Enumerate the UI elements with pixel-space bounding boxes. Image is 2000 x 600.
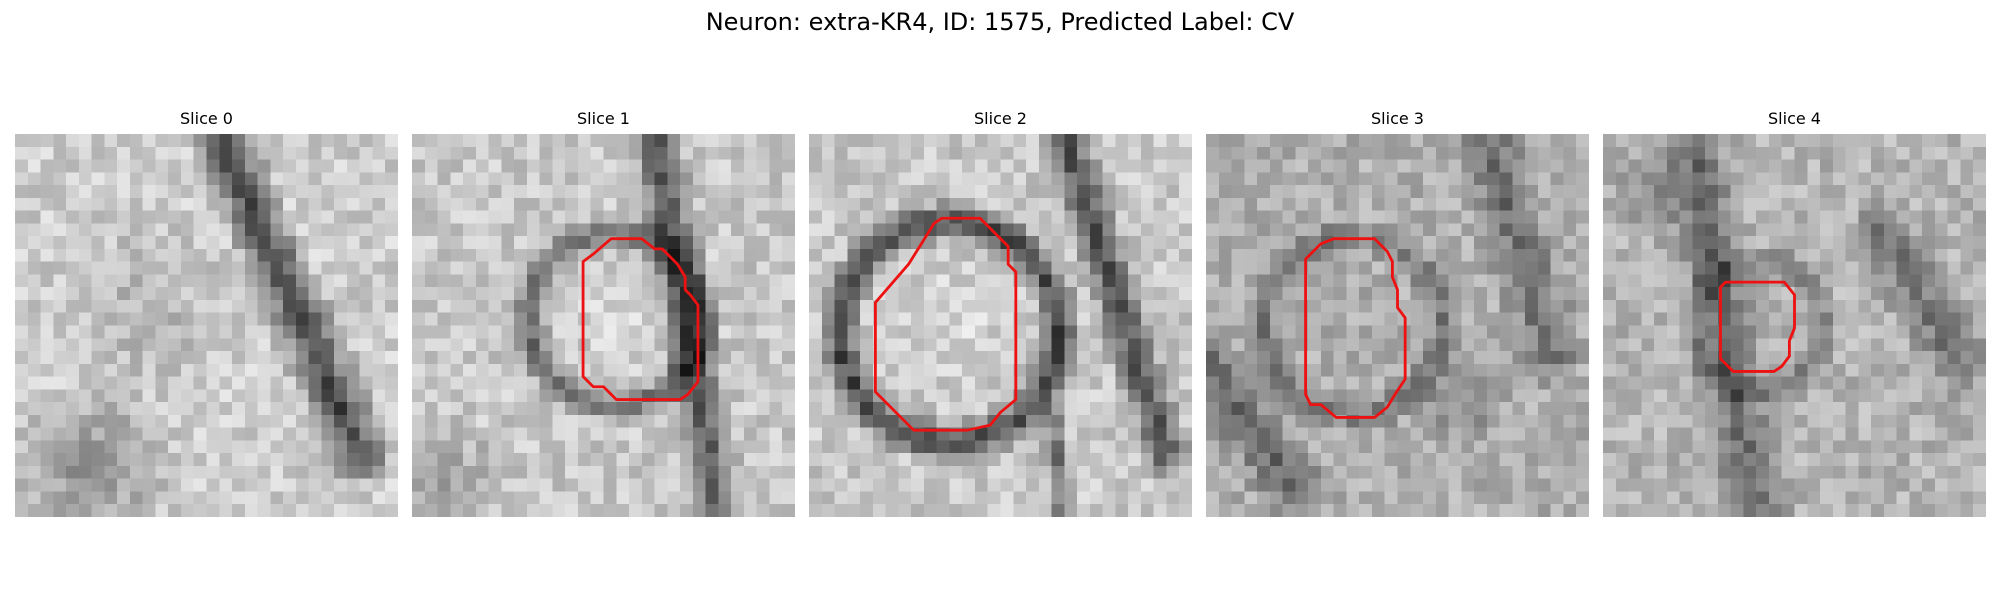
slice-title: Slice 1 — [577, 109, 630, 128]
slice-image — [1603, 134, 1986, 517]
slice-image — [809, 134, 1192, 517]
slice-image — [15, 134, 398, 517]
segmentation-contour — [1719, 280, 1796, 373]
slice-title: Slice 4 — [1768, 109, 1821, 128]
slice-panel-3: Slice 3 — [1206, 108, 1589, 517]
slice-image — [412, 134, 795, 517]
slice-panel-2: Slice 2 — [809, 108, 1192, 517]
slice-title: Slice 3 — [1371, 109, 1424, 128]
segmentation-contour — [581, 237, 700, 401]
slice-image — [1206, 134, 1589, 517]
slice-title: Slice 2 — [974, 109, 1027, 128]
slice-panel-0: Slice 0 — [15, 108, 398, 517]
segmentation-contour — [873, 216, 1018, 432]
segmentation-contour — [1304, 237, 1407, 419]
slice-panel-4: Slice 4 — [1603, 108, 1986, 517]
slice-panel-1: Slice 1 — [412, 108, 795, 517]
figure-title: Neuron: extra-KR4, ID: 1575, Predicted L… — [705, 8, 1295, 36]
slice-title: Slice 0 — [180, 109, 233, 128]
